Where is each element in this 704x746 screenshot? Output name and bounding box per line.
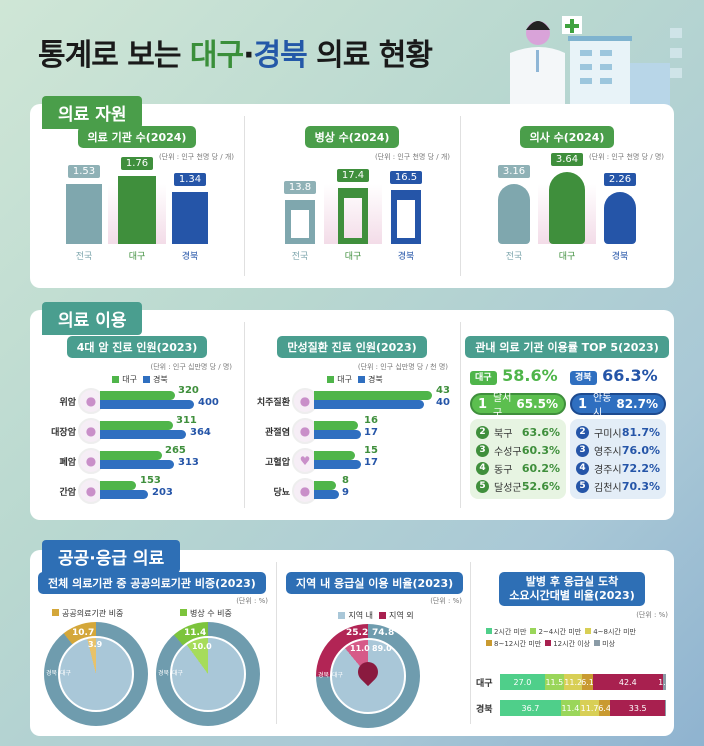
x-label: 대구 [558,252,576,262]
share-legend-2: 병상 수 비중 [180,608,232,619]
daegu-rank1: 1 달서구 65.5% [470,393,566,419]
facilities-unit: (단위 : 인구 천명 당 / 개) [158,153,234,161]
tooth-icon: ● [292,388,318,414]
x-label: 경북 [397,252,415,262]
section-tag-usage: 의료 이용 [42,302,143,335]
chronic-unit: (단위 : 인구 십만명 당 / 천 명) [357,363,448,371]
public-share-chart: 전체 의료기관 중 공공의료기관 비중(2023) (단위 : %) 공공의료기… [30,550,276,736]
resources-charts: 의료 기관 수(2024) (단위 : 인구 천명 당 / 개) 1.53 1.… [30,104,674,288]
bed-icon [285,200,315,244]
cancer-row: 간암 ● 153 203 [30,475,244,506]
x-label: 경북 [611,252,629,262]
colon-icon: ● [78,418,104,444]
beds-chart: 병상 수(2024) (단위 : 인구 천명 당 / 개) 13.8 17.4 … [244,104,460,288]
chronic-row: 치주질환 ● 43 40 [244,385,460,416]
page-title: 통계로 보는 대구·경북 의료 현황 [38,38,433,73]
x-label: 대구 [128,252,146,262]
value-label: 1.76 [120,157,154,170]
share-legend-1: 공공의료기관 비중 [52,608,123,619]
gb-total: 66.3% [602,366,658,385]
value-label: 16.5 [389,171,423,184]
cancer-chart: 4대 암 진료 인원(2023) (단위 : 인구 십만명 당 / 명) 대구 경… [30,310,244,520]
doctor-icon [498,184,530,244]
donut-er: 25.2 74.8 11.0 89.0 경북 대구 [316,624,420,728]
value-label: 3.64 [550,153,584,166]
public-charts: 전체 의료기관 중 공공의료기관 비중(2023) (단위 : %) 공공의료기… [30,550,674,736]
er-legend: 지역 내 지역 외 [276,610,470,621]
value-label: 1.53 [67,165,101,178]
doctors-chart: 의사 수(2024) (단위 : 인구 천명 당 / 명) 3.16 3.64 … [460,104,674,288]
beds-unit: (단위 : 인구 천명 당 / 개) [374,153,450,161]
value-label: 13.8 [283,181,317,194]
er-unit: (단위 : %) [430,597,462,605]
value-label: 1.34 [173,173,207,186]
facilities-title: 의료 기관 수(2024) [77,126,197,148]
chronic-row: 당뇨 ● 8 9 [244,475,460,506]
chronic-row: 관절염 ● 16 17 [244,415,460,446]
donut-public-facilities: 10.7 3.9 경북 대구 [44,622,148,726]
doctor-icon [549,172,585,244]
chronic-legend: 대구 경북 [244,374,460,385]
share-unit: (단위 : %) [236,597,268,605]
daegu-total: 58.6% [502,366,558,385]
doctor-icon [604,192,636,244]
x-label: 전국 [75,252,93,262]
x-label: 전국 [291,252,309,262]
chronic-chart: 만성질환 진료 인원(2023) (단위 : 인구 십만명 당 / 천 명) 대… [244,310,460,520]
arrival-bar-daegu: 27.0 11.5 11.2 6.1 42.4 1.8 [500,674,671,690]
bed-icon [338,188,368,244]
top5-chart: 관내 의료 기관 이용률 TOP 5(2023) 대구 58.6% 1 달서구 65… [460,310,674,520]
bed-icon [391,190,421,244]
x-label: 전국 [505,252,523,262]
gb-rank1: 1 안동시 82.7% [570,393,666,419]
arrival-unit: (단위 : %) [636,611,668,619]
gb-ranks: 2 구미시 81.7% 3 영주시 76.0% 4 경주시 72.2% 5 김천시 70.3% [570,419,666,499]
cancer-row: 폐암 ● 265 313 [30,445,244,476]
cancer-row: 위암 ● 320 400 [30,385,244,416]
arrival-time-chart: 발병 후 응급실 도착 소요시간대별 비율(2023) (단위 : %) 2시간 … [470,550,674,736]
arrival-title: 발병 후 응급실 도착 소요시간대별 비율(2023) [499,572,645,606]
building-icon [172,192,208,244]
row-label: 대구 [476,679,493,689]
daegu-ranks: 2 북구 63.6% 3 수성구 60.3% 4 동구 60.2% 5 달성군 52.6% [470,419,566,499]
cancer-row: 대장암 ● 311 364 [30,415,244,446]
gb-tag: 경북 [570,371,597,385]
er-title: 지역 내 응급실 이용 비율(2023) [286,572,464,594]
share-title: 전체 의료기관 중 공공의료기관 비중(2023) [38,572,266,594]
row-label: 경북 [476,705,493,715]
top5-title: 관내 의료 기관 이용률 TOP 5(2023) [465,336,669,358]
chronic-title: 만성질환 진료 인원(2023) [277,336,427,358]
chronic-row: 고혈압 ♥ 15 17 [244,445,460,476]
daegu-tag: 대구 [470,371,497,385]
cancer-title: 4대 암 진료 인원(2023) [66,336,208,358]
value-label: 17.4 [336,169,370,182]
value-label: 2.26 [603,173,637,186]
facilities-chart: 의료 기관 수(2024) (단위 : 인구 천명 당 / 개) 1.53 1.… [30,104,244,288]
section-tag-resources: 의료 자원 [42,96,143,129]
beds-title: 병상 수(2024) [304,126,400,148]
arrival-bar-gyeongbuk: 36.711.411.76.433.50.3 [500,700,666,716]
cancer-legend: 대구 경북 [30,374,244,385]
blood-drop-icon: ● [292,478,318,504]
value-label: 3.16 [497,165,531,178]
er-usage-chart: 지역 내 응급실 이용 비율(2023) (단위 : %) 지역 내 지역 외 2… [276,550,470,736]
donut-bed-share: 11.4 10.0 경북 대구 [156,622,260,726]
cancer-unit: (단위 : 인구 십만명 당 / 명) [150,363,233,371]
doctors-unit: (단위 : 인구 천명 당 / 명) [588,153,664,161]
x-label: 경북 [181,252,199,262]
building-icon [66,184,102,244]
doctor-hospital-illustration [510,16,682,108]
usage-charts: 4대 암 진료 인원(2023) (단위 : 인구 십만명 당 / 명) 대구 경… [30,310,674,520]
x-label: 대구 [344,252,362,262]
doctors-title: 의사 수(2024) [519,126,615,148]
building-icon [118,176,156,244]
arrival-legend: 2시간 미만 2~4시간 미만 4~8시간 미만 8~12시간 미만 12시간 이상 미… [470,626,674,650]
section-tag-public: 공공·응급 의료 [42,540,181,573]
